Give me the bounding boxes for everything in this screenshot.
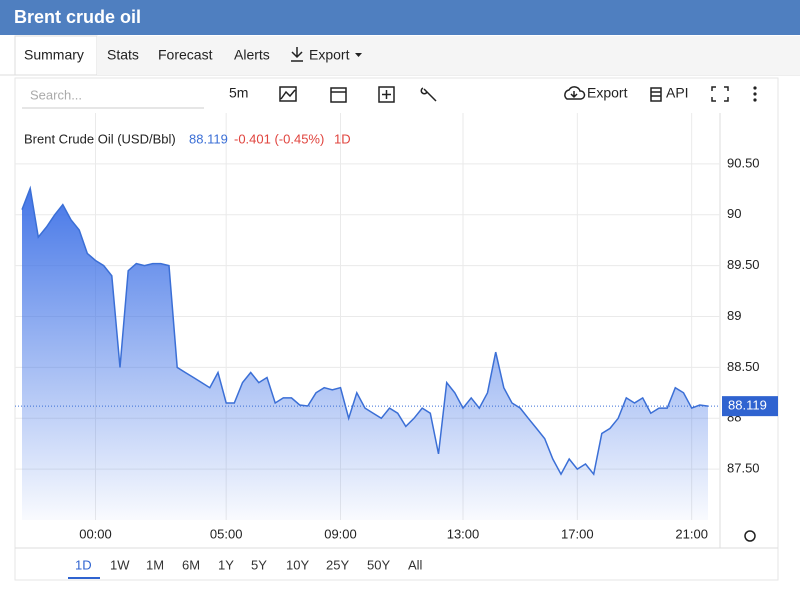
export-icon [291,47,303,62]
search-box[interactable]: Search... [30,87,82,102]
y-tick-label: 89.50 [727,257,760,272]
settings-tool-icon[interactable] [420,87,437,102]
tab[interactable]: Stats [107,47,139,63]
area-fill [22,188,708,521]
legend-change: -0.401 (-0.45%) [234,131,324,146]
toolbar-api[interactable]: API [666,85,689,101]
range-button[interactable]: 5Y [251,557,267,572]
fullscreen-icon[interactable] [711,86,729,102]
legend-price: 88.119 [189,131,228,146]
tab-row [97,36,800,75]
more-icon[interactable] [753,86,757,102]
range-button[interactable]: 1D [75,557,92,572]
api-icon [650,87,662,102]
range-button[interactable]: 1M [146,557,164,572]
caret [355,53,362,57]
indicator-icon[interactable] [378,86,395,103]
header-bar [0,0,800,35]
interval-button[interactable]: 5m [229,85,248,101]
chart-type-icon[interactable] [279,86,297,102]
legend-period: 1D [334,131,351,146]
gear-icon[interactable] [744,530,756,542]
page-title: Brent crude oil [14,7,141,27]
x-tick-label: 09:00 [324,526,357,541]
range-button[interactable]: 25Y [326,557,349,572]
x-tick-label: 13:00 [447,526,480,541]
range-button[interactable]: 10Y [286,557,309,572]
tab[interactable]: Summary [24,47,84,63]
calendar-icon[interactable] [330,87,347,103]
toolbar-export[interactable]: Export [587,85,628,101]
export-cloud-icon [564,86,586,100]
tab[interactable]: Forecast [158,47,213,63]
x-tick-label: 05:00 [210,526,243,541]
last-price-tag [722,396,778,417]
x-tick-label: 00:00 [79,526,112,541]
range-button[interactable]: 6M [182,557,200,572]
tab[interactable]: Alerts [234,47,270,63]
x-tick-label: 21:00 [675,526,708,541]
y-tick-label: 89 [727,308,741,323]
y-tick-label: 90 [727,206,741,221]
export-tab[interactable]: Export [309,47,350,63]
range-button[interactable]: All [408,557,423,572]
range-button[interactable]: 1W [110,557,130,572]
active-tab [14,35,98,76]
y-tick-label: 90.50 [727,155,760,170]
last-price-label: 88.119 [728,398,767,413]
range-button[interactable]: 1Y [218,557,234,572]
price-line [21,185,709,476]
legend-title: Brent Crude Oil (USD/Bbl) [24,131,176,146]
range-button[interactable]: 50Y [367,557,390,572]
x-tick-label: 17:00 [561,526,594,541]
y-tick-label: 87.50 [727,461,760,476]
y-tick-label: 88.50 [727,359,760,374]
